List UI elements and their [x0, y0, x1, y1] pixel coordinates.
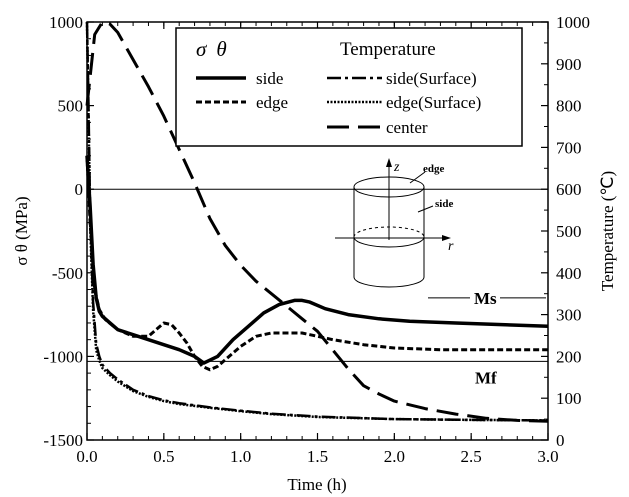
reference-lines	[87, 188, 548, 362]
legend-label-edge-surface: edge(Surface)	[386, 93, 481, 112]
y2-tick-label: 1000	[556, 13, 590, 32]
y2-tick-label: 0	[556, 431, 565, 450]
legend: σ θ Temperature side edge side(Surface) edg…	[175, 27, 523, 147]
x-axis-title: Time (h)	[287, 475, 346, 494]
z-arrow-head	[386, 158, 392, 167]
cylinder-z-label: z	[393, 160, 400, 175]
legend-label-center: center	[386, 118, 428, 137]
y2-tick-label: 900	[556, 55, 582, 74]
series-layer	[85, 20, 549, 423]
series-edge-surface-line	[85, 21, 549, 422]
cylinder-edge-label: edge	[423, 163, 445, 175]
legend-label-side: side	[256, 69, 283, 88]
edge-leader	[409, 171, 426, 184]
x-tick-label: 2.5	[461, 447, 482, 466]
legend-temperature-heading: Temperature	[340, 39, 436, 60]
series-edge-line	[85, 155, 548, 372]
y-tick-label: 0	[75, 180, 84, 199]
x-tick-label: 2.0	[384, 447, 405, 466]
series-center-line	[85, 20, 549, 423]
x-tick-label: 0.0	[76, 447, 97, 466]
y2-axis-title: Temperature (℃)	[598, 171, 617, 291]
side-leader	[417, 205, 434, 213]
y2-tick-label: 300	[556, 306, 582, 325]
y-tick-label: -1000	[43, 347, 83, 366]
r-arrow-head	[442, 235, 451, 241]
legend-entries: side edge side(Surface) edge(Surface) center	[196, 69, 481, 137]
legend-stress-heading: σ θ	[196, 37, 227, 61]
cylinder-diagram	[335, 158, 451, 288]
ticks-layer: 0.0 0.5 1.0 1.5 2.0 2.5 3.010005000-500-1000-1…	[43, 13, 590, 466]
ms-label: Ms	[474, 289, 497, 308]
legend-label-edge: edge	[256, 93, 288, 112]
mf-label: Mf	[475, 368, 497, 387]
series-side-line	[85, 155, 549, 365]
x-tick-label: 0.5	[153, 447, 174, 466]
x-tick-label: 1.5	[307, 447, 328, 466]
cylinder-mid-front	[353, 236, 425, 248]
ms-label-background	[470, 287, 500, 308]
y2-tick-label: 100	[556, 389, 582, 408]
y-tick-label: -1500	[43, 431, 83, 450]
y2-tick-label: 200	[556, 347, 582, 366]
y-tick-label: -500	[52, 264, 83, 283]
y-axis-title: σ θ (MPa)	[12, 196, 31, 265]
x-tick-label: 3.0	[537, 447, 558, 466]
y2-tick-label: 400	[556, 264, 582, 283]
legend-label-side-surface: side(Surface)	[386, 69, 477, 88]
y2-tick-label: 700	[556, 138, 582, 157]
y-tick-label: 500	[58, 97, 84, 116]
y2-tick-label: 500	[556, 222, 582, 241]
cylinder-r-label: r	[448, 239, 454, 254]
x-tick-label: 1.0	[230, 447, 251, 466]
cylinder-bottom-arc	[353, 276, 425, 288]
y2-tick-label: 800	[556, 97, 582, 116]
y2-tick-label: 600	[556, 180, 582, 199]
plot-frame	[86, 21, 549, 441]
y-tick-label: 1000	[49, 13, 83, 32]
cylinder-side-label: side	[435, 198, 453, 210]
